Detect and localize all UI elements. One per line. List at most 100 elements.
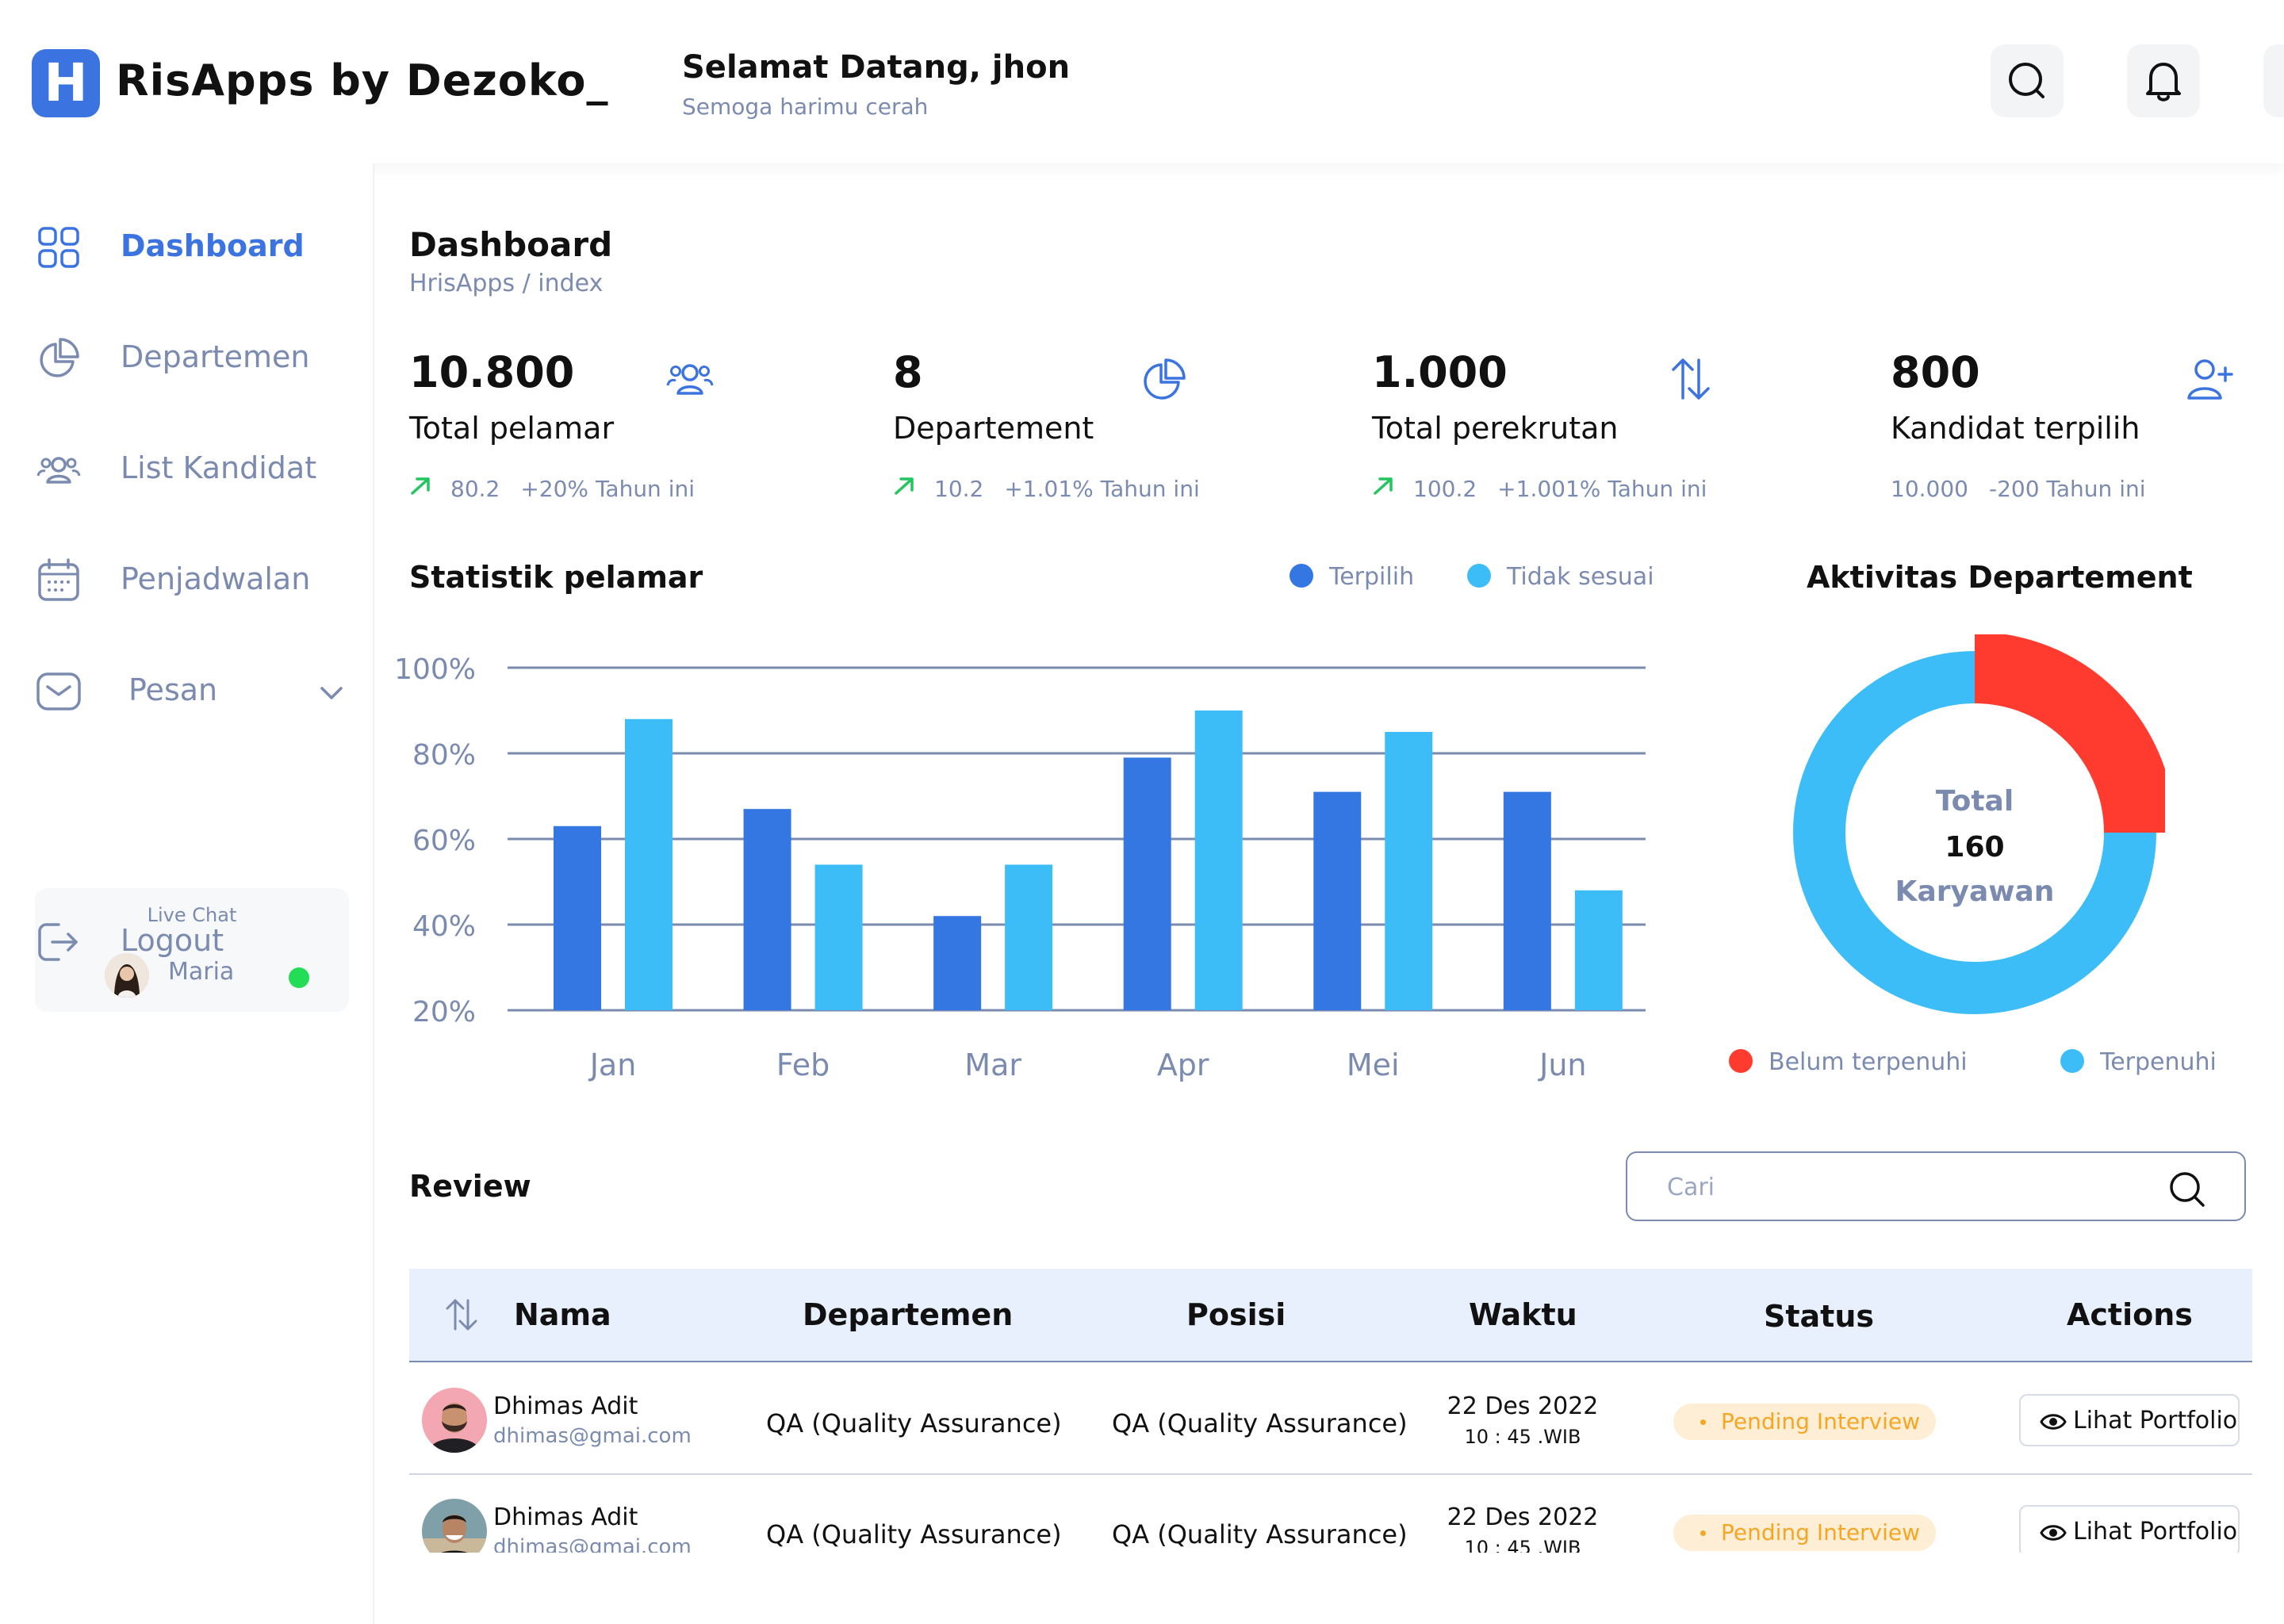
bar-tidak-sesuai[interactable]	[1194, 710, 1243, 1010]
bar-tidak-sesuai[interactable]	[625, 718, 673, 1010]
column-header-nama[interactable]: Nama	[514, 1297, 611, 1332]
stat-label: Total perekrutan	[1372, 411, 1619, 446]
users-icon	[36, 457, 81, 484]
bar-terpilih[interactable]	[933, 916, 982, 1010]
stat-trend: 10.2 +1.01% Tahun ini	[893, 476, 1200, 502]
bar-terpilih[interactable]	[1313, 791, 1362, 1010]
stat-card-total-pelamar: 10.800 Total pelamar 80.2 +20% Tahun ini	[409, 347, 853, 506]
bar-tidak-sesuai[interactable]	[1005, 864, 1053, 1010]
trend-up-icon	[411, 477, 430, 495]
pie-chart-icon	[40, 338, 79, 377]
sidebar-item-label: Pesan	[128, 672, 218, 707]
users-icon	[666, 364, 714, 395]
table-row: Dhimas Adit dhimas@gmai.com QA (Quality …	[409, 1475, 2252, 1553]
profile-button[interactable]	[2263, 44, 2284, 117]
breadcrumb[interactable]: HrisApps / index	[409, 270, 604, 297]
avatar	[422, 1499, 487, 1553]
trend-up-icon	[895, 477, 914, 495]
sidebar-item-pesan[interactable]: Pesan	[35, 663, 352, 718]
eye-icon	[2040, 1414, 2067, 1430]
sidebar-item-label: List Kandidat	[121, 450, 317, 485]
legend-swatch	[1467, 563, 1491, 588]
candidate-position: QA (Quality Assurance)	[1112, 1408, 1408, 1438]
stat-trend-value: 10.2	[934, 476, 984, 502]
x-tick-label: Feb	[776, 1048, 830, 1082]
bar-terpilih[interactable]	[554, 825, 601, 1010]
bar-chart: 100% 80% 60% 40% 20% Jan Feb Mar Apr Mei Jun	[397, 653, 1646, 1082]
sort-arrows-icon	[1672, 358, 1710, 400]
app-logo: H	[32, 49, 100, 117]
donut-slice-belum-terpenuhi[interactable]	[1974, 634, 2165, 833]
stat-value: 800	[1891, 347, 1980, 397]
view-portfolio-button[interactable]: Lihat Portfolio	[2019, 1505, 2240, 1553]
grid-icon	[38, 227, 79, 268]
column-header-waktu[interactable]: Waktu	[1469, 1297, 1577, 1332]
candidate-department: QA (Quality Assurance)	[766, 1519, 1062, 1549]
legend-label: Terpenuhi	[2100, 1048, 2217, 1076]
search-icon	[2009, 63, 2044, 98]
live-chat-card[interactable]: Live Chat Maria	[35, 888, 349, 1012]
view-portfolio-button[interactable]: Lihat Portfolio	[2019, 1394, 2240, 1446]
chevron-down-icon[interactable]	[317, 679, 346, 707]
bar-terpilih[interactable]	[1503, 791, 1551, 1010]
notification-button[interactable]	[2127, 44, 2200, 117]
header-search-button[interactable]	[1991, 44, 2064, 117]
bar-tidak-sesuai[interactable]	[1385, 732, 1433, 1010]
donut-slice-terpenuhi[interactable]	[1793, 651, 2156, 1014]
top-header: H RisApps by Dezoko_ Selamat Datang, jho…	[0, 0, 2284, 163]
x-tick-label: Apr	[1157, 1048, 1209, 1082]
column-header-departemen[interactable]: Departemen	[803, 1297, 1014, 1332]
search-icon[interactable]	[2165, 1167, 2208, 1210]
sort-arrows-icon[interactable]	[443, 1296, 481, 1334]
stat-trend-text: +1.01% Tahun ini	[1004, 476, 1200, 502]
table-row: Dhimas Adit dhimas@gmai.com QA (Quality …	[409, 1364, 2252, 1475]
mail-icon	[36, 672, 81, 710]
stat-trend-text: +1.001% Tahun ini	[1497, 476, 1707, 502]
welcome-text: Selamat Datang, jhon	[682, 49, 1071, 86]
donut-chart: Total 160 Karyawan	[1793, 634, 2165, 1014]
legend-label: Tidak sesuai	[1507, 563, 1654, 591]
legend-swatch	[1729, 1048, 1753, 1073]
interview-date: 22 Des 2022	[1447, 1392, 1599, 1420]
legend-belum-terpenuhi: Belum terpenuhi	[1729, 1048, 1968, 1076]
column-header-status[interactable]: Status	[1764, 1299, 1875, 1334]
legend-swatch	[1290, 563, 1313, 588]
bar-tidak-sesuai[interactable]	[814, 864, 863, 1010]
bell-icon	[2146, 63, 2181, 102]
x-tick-label: Mei	[1347, 1048, 1400, 1082]
avatar	[105, 953, 149, 998]
pie-chart-icon	[1144, 358, 1186, 400]
sidebar-item-dashboard[interactable]: Dashboard	[35, 219, 352, 274]
bar-tidak-sesuai[interactable]	[1574, 890, 1623, 1010]
candidate-department: QA (Quality Assurance)	[766, 1408, 1062, 1438]
sidebar-item-departemen[interactable]: Departemen	[35, 330, 352, 385]
column-header-posisi[interactable]: Posisi	[1186, 1297, 1286, 1332]
sidebar-item-list-kandidat[interactable]: List Kandidat	[35, 441, 352, 496]
stat-label: Total pelamar	[409, 411, 615, 446]
welcome-subtitle: Semoga harimu cerah	[682, 94, 929, 120]
user-plus-icon	[2187, 359, 2233, 400]
bar-terpilih[interactable]	[743, 809, 791, 1010]
donut-center-label-bottom: Karyawan	[1895, 875, 2055, 908]
review-table-header: Nama Departemen Posisi Waktu Status Acti…	[409, 1269, 2252, 1362]
view-portfolio-label: Lihat Portfolio	[2073, 1518, 2238, 1545]
candidate-email[interactable]: dhimas@gmai.com	[493, 1535, 692, 1553]
legend-terpilih: Terpilih	[1290, 563, 1414, 591]
legend-swatch	[2060, 1048, 2084, 1073]
stat-card-total-perekrutan: 1.000 Total perekrutan 100.2 +1.001% Tahu…	[1372, 347, 1816, 506]
candidate-email[interactable]: dhimas@gmai.com	[493, 1424, 692, 1448]
bar-chart-title: Statistik pelamar	[409, 560, 703, 595]
sidebar-item-penjadwalan[interactable]: Penjadwalan	[35, 552, 352, 607]
review-search-input[interactable]	[1667, 1166, 2143, 1208]
stat-card-kandidat-terpilih: 800 Kandidat terpilih 10.000 -200 Tahun i…	[1891, 347, 2284, 506]
candidate-position: QA (Quality Assurance)	[1112, 1519, 1408, 1549]
review-search-box	[1626, 1151, 2246, 1221]
page-title: Dashboard	[409, 225, 613, 264]
column-header-actions: Actions	[2067, 1297, 2193, 1332]
interview-time: 10 : 45 .WIB	[1464, 1537, 1581, 1553]
y-tick-label: 100%	[397, 653, 476, 686]
interview-date: 22 Des 2022	[1447, 1503, 1599, 1531]
sidebar-item-label: Departemen	[121, 339, 310, 374]
sidebar-item-logout[interactable]: Logout	[35, 914, 352, 969]
bar-terpilih[interactable]	[1123, 757, 1171, 1010]
